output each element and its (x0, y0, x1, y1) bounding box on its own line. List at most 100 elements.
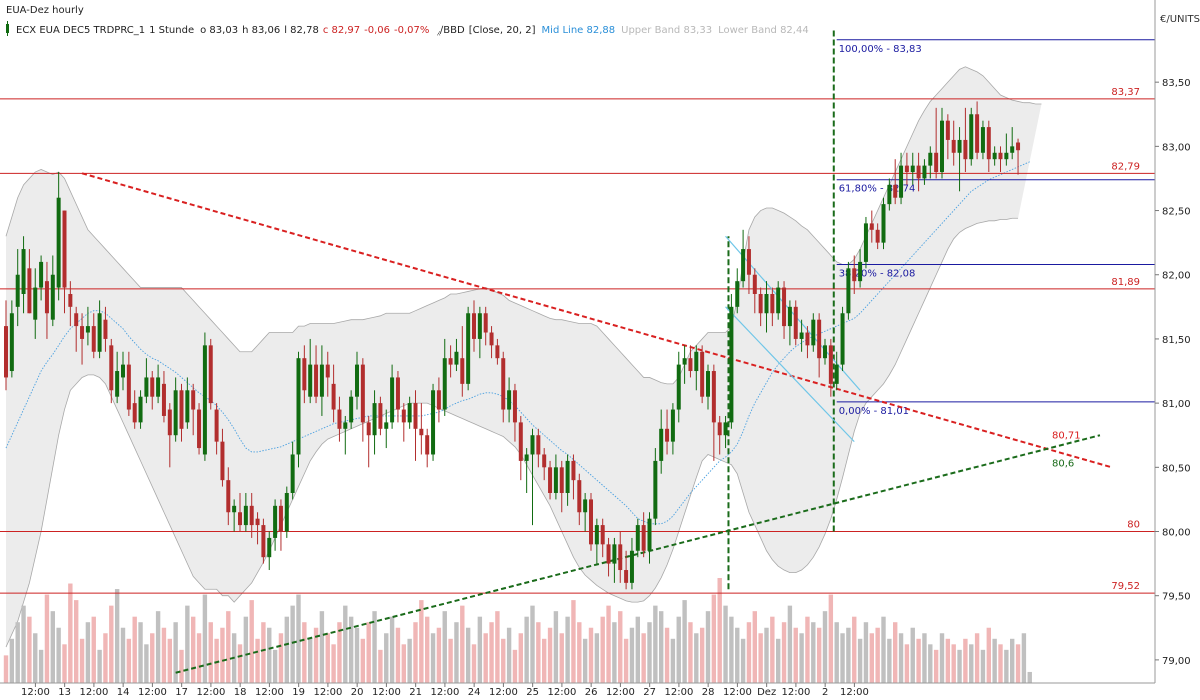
volume-bar (705, 611, 711, 683)
volume-bar (963, 638, 968, 683)
candle-down (179, 390, 184, 429)
candle-up (676, 364, 681, 410)
bollinger-bands (5, 66, 1042, 648)
volume-bar (56, 627, 61, 683)
candle-down (395, 377, 400, 410)
legend-low: l 82,78 (284, 25, 319, 36)
time-tick-label: 12:00 (840, 687, 869, 698)
time-tick-label: 17 (175, 687, 188, 698)
volume-bar (337, 622, 342, 683)
volume-bar (460, 605, 465, 683)
volume-bar (957, 649, 962, 683)
time-tick-label: 2 (822, 687, 828, 698)
candle-up (50, 274, 55, 320)
candle-up (635, 525, 640, 551)
volume-bar (331, 644, 336, 683)
volume-bar (916, 638, 921, 683)
volume-bar (506, 627, 512, 683)
candle-down (91, 326, 96, 352)
time-tick-label: 12:00 (547, 687, 576, 698)
candle-down (618, 544, 623, 571)
candle-down (589, 499, 593, 545)
candle-up (442, 358, 447, 410)
time-tick-label: 12:00 (313, 687, 342, 698)
volume-bar (588, 627, 594, 683)
volume-bar (536, 622, 541, 683)
candle-down (448, 358, 453, 365)
volume-bar (425, 616, 430, 683)
volume-bar (348, 616, 354, 683)
volume-bar (629, 627, 635, 683)
volume-bar (910, 627, 915, 683)
candle-down (817, 319, 822, 359)
volume-bar (237, 644, 243, 683)
candle-down (302, 358, 307, 391)
volume-bar (448, 638, 453, 683)
candle-up (776, 287, 781, 314)
volume-bars (3, 578, 1032, 683)
volume-bar (27, 616, 32, 683)
candle-up (33, 287, 38, 320)
candle-up (1004, 152, 1009, 160)
line-labels: 83,37 82,79 81,89 80 79,52 80,71 80,6 (1052, 87, 1140, 592)
resistance-trendline[interactable] (81, 172, 1112, 469)
candle-down (472, 313, 476, 339)
price-tick-label: 80,00 (1162, 528, 1191, 539)
volume-bar (384, 633, 389, 683)
candle-down (518, 422, 523, 461)
candle-down (770, 293, 775, 314)
volume-bar (875, 627, 880, 683)
time-tick-label: 24 (468, 687, 481, 698)
candle-down (249, 505, 254, 526)
candle-down (700, 351, 705, 397)
volume-bar (173, 622, 178, 683)
candle-down (150, 377, 155, 397)
candle-down (711, 371, 716, 423)
volume-bar (606, 605, 611, 683)
horizontal-line-label: 83,37 (1111, 87, 1140, 98)
time-tick-label: 12:00 (79, 687, 108, 698)
volume-bar (155, 611, 161, 683)
volume-bar (682, 600, 687, 683)
volume-bar (97, 649, 102, 683)
time-tick-label: 12:00 (196, 687, 225, 698)
volume-bar (852, 616, 857, 683)
candle-up (477, 313, 482, 339)
volume-bar (582, 638, 588, 683)
channel-lower-line[interactable] (725, 306, 855, 443)
time-tick-label: Dez (757, 687, 776, 698)
candle-down (559, 467, 564, 493)
time-tick-label: 12:00 (723, 687, 752, 698)
chart-legend[interactable]: ECX EUA DEC5 TRDPRC_1 1 Stunde o 83,03 h 83… (16, 25, 809, 36)
price-axis[interactable]: 79,00 79,50 80,00 80,50 81,00 81,50 82,00 82,50… (1155, 78, 1191, 667)
time-axis[interactable]: 12:00 13 12:00 14 12:00 17 12:00 18 12:00 19 12:00… (21, 683, 869, 698)
volume-bar (512, 649, 518, 683)
candle-down (746, 249, 751, 275)
candle-up (840, 313, 845, 365)
volume-bar (787, 605, 793, 683)
time-tick-label: 12:00 (255, 687, 284, 698)
volume-bar (1010, 638, 1015, 683)
support-trendline[interactable] (175, 434, 1101, 674)
volume-bar (278, 633, 284, 683)
candle-down (197, 409, 202, 449)
candle-down (536, 435, 541, 455)
candle-up (384, 422, 389, 429)
support-resistance-lines[interactable] (0, 98, 1155, 594)
volume-bar (846, 627, 851, 683)
candle-down (577, 480, 582, 513)
candle-down (717, 422, 722, 436)
fibonacci-retracement[interactable]: 100,00% - 83,83 61,80% - 82,74 38,20% - 82… (836, 39, 1155, 417)
candle-up (583, 499, 588, 513)
candle-up (629, 550, 634, 583)
candle-up (992, 152, 997, 160)
candle-up (735, 281, 740, 307)
candle-up (173, 390, 178, 436)
candle-down (752, 274, 757, 294)
candle-up (390, 377, 395, 423)
candle-up (308, 364, 313, 397)
volume-bar (302, 622, 307, 683)
candle-down (331, 383, 336, 410)
candle-down (782, 287, 787, 327)
